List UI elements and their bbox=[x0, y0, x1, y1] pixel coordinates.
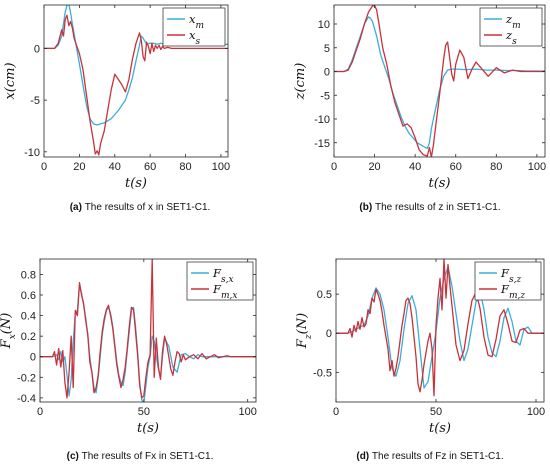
x-tick-label: 60 bbox=[450, 161, 462, 173]
series-line-c-1 bbox=[40, 259, 256, 399]
plot-frame bbox=[335, 258, 545, 403]
x-tick-label: 20 bbox=[73, 161, 85, 173]
y-tick-label: 0 bbox=[30, 352, 36, 364]
x-tick-label: 0 bbox=[37, 406, 43, 418]
y-axis-label: z(cm) bbox=[293, 63, 308, 101]
subfigure-caption: (c) The results of Fx in SET1-C1. bbox=[67, 451, 214, 462]
y-tick-label: 0.6 bbox=[21, 290, 36, 302]
x-tick-label: 0 bbox=[333, 406, 339, 418]
y-axis-label: Fx(N) bbox=[0, 313, 18, 350]
y-tick-label: -15 bbox=[314, 138, 330, 150]
x-axis-label: t(s) bbox=[428, 176, 450, 191]
x-tick-label: 0 bbox=[331, 161, 337, 173]
x-tick-label: 100 bbox=[528, 161, 546, 173]
x-axis-label: t(s) bbox=[137, 421, 159, 436]
x-tick-label: 50 bbox=[138, 406, 150, 418]
chart-d: 0 50 100 -0.5 0 0.5 t(s) Fz(N) Fs,zFm,z (d) The r… bbox=[295, 258, 545, 462]
y-tick-label: 0.5 bbox=[317, 289, 332, 301]
y-tick-label: -0.2 bbox=[17, 372, 36, 384]
x-tick-label: 40 bbox=[109, 161, 121, 173]
subfigure-caption: (a) The results of x in SET1-C1. bbox=[70, 202, 211, 213]
chart-c: 0 50 100 -0.4 -0.2 0 0.2 0.4 0.6 0.8 t(s) Fx(N) Fs,x… bbox=[0, 258, 257, 462]
y-tick-label: -5 bbox=[30, 95, 40, 107]
legend-entry-label: zm bbox=[505, 12, 521, 31]
y-tick-label: 0 bbox=[34, 43, 40, 55]
series-line-d-1 bbox=[336, 259, 544, 397]
plot-frame bbox=[43, 4, 229, 158]
legend-entry-label: zs bbox=[505, 28, 517, 47]
x-axis-label: t(s) bbox=[125, 176, 147, 191]
y-tick-label: 0 bbox=[324, 67, 330, 79]
legend-entry-label: Fs,x bbox=[212, 266, 234, 285]
legend-entry-label: xm bbox=[189, 12, 204, 31]
x-tick-label: 100 bbox=[527, 406, 545, 418]
legend-entry-label: Fm,z bbox=[500, 282, 525, 301]
legend-entry-label: Fs,z bbox=[500, 266, 521, 285]
y-tick-label: -10 bbox=[24, 147, 40, 159]
subfigure-caption: (d) The results of Fz in SET1-C1. bbox=[356, 451, 503, 462]
y-tick-label: -5 bbox=[320, 90, 330, 102]
y-tick-label: -0.4 bbox=[17, 393, 36, 405]
x-tick-label: 80 bbox=[490, 161, 502, 173]
x-tick-label: 20 bbox=[368, 161, 380, 173]
y-tick-label: -0.5 bbox=[313, 367, 332, 379]
series-line-c-0 bbox=[40, 284, 256, 402]
y-tick-label: 0.2 bbox=[21, 331, 36, 343]
y-tick-label: 0.8 bbox=[21, 269, 36, 281]
series-line-b-1 bbox=[334, 5, 545, 157]
y-axis-label: Fz(N) bbox=[295, 313, 314, 349]
legend-entry-label: Fm,x bbox=[212, 282, 237, 301]
y-tick-label: 0 bbox=[326, 328, 332, 340]
y-tick-label: 5 bbox=[324, 43, 330, 55]
legend: Fs,zFm,z bbox=[474, 261, 542, 301]
x-axis-label: t(s) bbox=[429, 421, 451, 436]
x-tick-label: 50 bbox=[430, 406, 442, 418]
x-tick-label: 40 bbox=[409, 161, 421, 173]
x-tick-label: 60 bbox=[144, 161, 156, 173]
series-line-d-0 bbox=[336, 266, 544, 389]
x-tick-label: 100 bbox=[212, 161, 230, 173]
y-tick-label: 10 bbox=[318, 19, 330, 31]
x-tick-label: 80 bbox=[179, 161, 191, 173]
plot-frame bbox=[333, 4, 546, 158]
y-tick-label: -10 bbox=[314, 114, 330, 126]
y-tick-label: 0.4 bbox=[21, 311, 36, 323]
series-line-a-1 bbox=[44, 14, 228, 156]
x-tick-label: 0 bbox=[41, 161, 47, 173]
plot-frame bbox=[39, 258, 257, 403]
y-axis-label: x(cm) bbox=[3, 62, 18, 99]
legend: Fs,xFm,x bbox=[186, 261, 254, 301]
x-tick-label: 100 bbox=[239, 406, 257, 418]
subfigure-caption: (b) The results of z in SET1-C1. bbox=[359, 202, 500, 213]
legend-entry-label: xs bbox=[189, 28, 201, 47]
